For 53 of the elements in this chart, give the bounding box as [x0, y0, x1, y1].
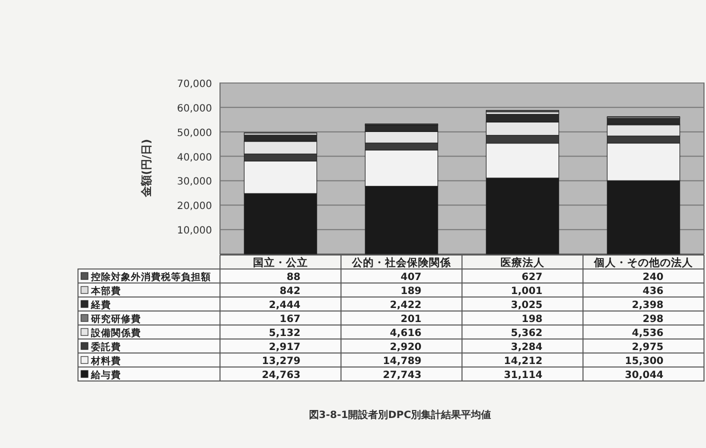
- y-tick-label: 50,000: [177, 128, 212, 139]
- legend-label: 研究研修費: [90, 313, 141, 325]
- data-label: 2,422: [390, 300, 422, 311]
- y-axis-title: 金額(円/日): [140, 138, 153, 198]
- y-tick-label: 10,000: [177, 226, 212, 237]
- data-label: 2,444: [268, 300, 301, 311]
- legend-label: 材料費: [90, 355, 121, 367]
- x-tick-label: 個人・その他の法人: [593, 256, 694, 269]
- data-label: 2,398: [632, 300, 664, 311]
- data-label: 14,789: [382, 356, 422, 367]
- data-label: 14,212: [504, 356, 543, 367]
- y-tick-label: 70,000: [177, 79, 212, 90]
- data-label: 407: [400, 272, 422, 283]
- data-label: 88: [286, 272, 301, 283]
- data-label: 27,743: [382, 370, 422, 381]
- data-label: 3,284: [510, 342, 543, 353]
- data-label: 13,279: [262, 356, 301, 367]
- data-label: 31,114: [504, 370, 543, 381]
- data-label: 5,132: [268, 328, 301, 339]
- data-label: 15,300: [624, 356, 664, 367]
- data-label: 2,975: [632, 342, 664, 353]
- data-label: 436: [642, 286, 664, 297]
- text: 図3-8-1開設者別DPC別集計結果平均値: [308, 409, 492, 421]
- data-label: 1,001: [510, 286, 543, 297]
- data-label: 30,044: [624, 370, 664, 381]
- y-tick-label: 20,000: [177, 201, 212, 212]
- x-tick-label: 医療法人: [500, 256, 546, 269]
- y-tick-label: 60,000: [177, 103, 212, 114]
- data-label: 5,362: [510, 328, 543, 339]
- data-label: 2,917: [268, 342, 301, 353]
- data-label: 189: [400, 286, 422, 297]
- data-label: 167: [280, 314, 301, 325]
- data-label: 2,920: [390, 342, 422, 353]
- y-tick-label: 30,000: [177, 176, 212, 188]
- data-label: 842: [280, 286, 301, 297]
- legend-label: 控除対象外消費税等負担額: [90, 271, 211, 283]
- legend-label: 本部費: [90, 285, 121, 297]
- data-label: 198: [522, 314, 543, 325]
- data-label: 201: [400, 314, 422, 325]
- data-label: 298: [642, 314, 664, 325]
- data-label: 240: [642, 272, 664, 283]
- data-label: 4,536: [632, 328, 664, 339]
- x-tick-label: 公的・社会保険関係: [351, 256, 452, 269]
- legend-label: 委託費: [90, 341, 121, 353]
- data-label: 3,025: [510, 300, 543, 311]
- x-tick-label: 国立・公立: [253, 256, 308, 269]
- legend-label: 給与費: [90, 369, 121, 381]
- legend-label: 設備関係費: [90, 327, 141, 339]
- data-label: 627: [522, 272, 543, 283]
- data-label: 24,763: [262, 370, 301, 381]
- legend-label: 経費: [90, 299, 111, 311]
- y-tick-label: 40,000: [177, 152, 212, 164]
- data-label: 4,616: [390, 328, 422, 339]
